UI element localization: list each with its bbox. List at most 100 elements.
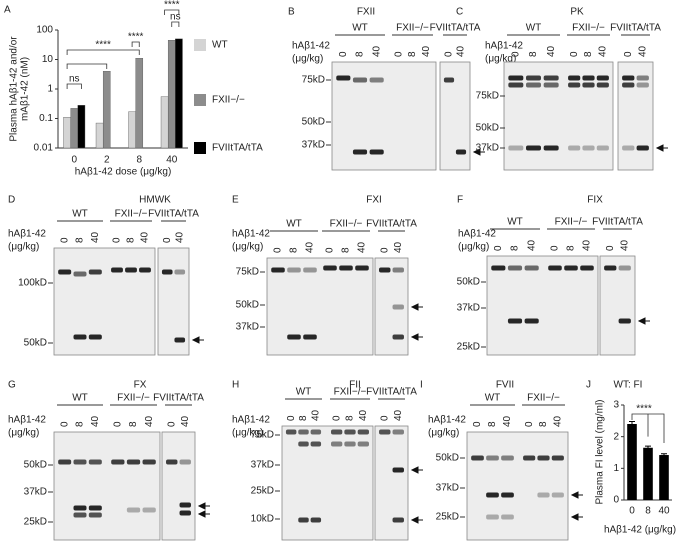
band — [352, 77, 368, 83]
lane-label: 40 — [456, 45, 467, 57]
band — [392, 517, 404, 523]
lane-label: 40 — [140, 231, 151, 243]
band — [582, 145, 595, 151]
lane-label: 40 — [637, 45, 648, 57]
band — [491, 265, 506, 271]
arrow — [570, 513, 583, 521]
marker-label: 75kD — [251, 430, 274, 441]
band — [548, 265, 562, 271]
group-label: WT — [485, 393, 501, 404]
row-label: hAβ1-42 — [232, 229, 270, 240]
legend-label: FXII−/− — [212, 95, 245, 106]
bar — [102, 71, 111, 149]
group-label: FVIItTA/tTA — [153, 393, 204, 404]
band — [636, 82, 649, 88]
band — [303, 334, 317, 340]
band — [508, 82, 524, 88]
lane-label: 8 — [566, 245, 577, 251]
row-label: hAβ1-42 — [292, 41, 330, 52]
significance-label: ns — [69, 74, 80, 85]
band — [88, 512, 102, 518]
arrow — [191, 336, 204, 344]
band — [564, 265, 578, 271]
band — [298, 517, 309, 523]
x-tick-label: 2 — [104, 155, 110, 166]
bar — [135, 58, 144, 149]
band — [392, 467, 404, 473]
band — [355, 265, 369, 271]
group-label: FVIItTA/tTA — [430, 23, 481, 34]
y-tick-label: 3 — [613, 400, 619, 411]
lane-label: 40 — [582, 239, 593, 251]
blot-title: FXII — [357, 7, 375, 18]
significance-label: **** — [636, 404, 652, 415]
band — [501, 455, 514, 461]
y-tick-label: 0.1 — [39, 113, 53, 124]
lane-label: 0 — [444, 51, 455, 57]
row-label: hAβ1-42 — [232, 415, 270, 426]
group-label: FVIItTA/tTA — [366, 219, 417, 230]
lane-label: 0 — [379, 415, 390, 421]
band — [392, 429, 404, 435]
blot-membrane — [374, 425, 409, 541]
y-tick-label: 1 — [613, 463, 619, 474]
y-tick-label: 100 — [36, 25, 53, 36]
lane-label: 0 — [569, 51, 580, 57]
band — [179, 502, 191, 508]
band — [525, 82, 542, 88]
significance-bracket — [66, 49, 140, 55]
band — [596, 82, 609, 88]
marker-label: 75kD — [476, 91, 499, 102]
legend-swatch — [194, 39, 206, 51]
lane-label: 8 — [487, 421, 498, 427]
band — [507, 265, 523, 271]
significance-label: **** — [128, 32, 144, 43]
band — [551, 492, 564, 498]
blot-membrane — [486, 255, 599, 356]
group-label: FXII−/− — [117, 393, 150, 404]
marker-label: 50kD — [24, 338, 47, 349]
y-tick-label: 10 — [42, 54, 54, 65]
bar — [160, 96, 169, 149]
lane-label: 40 — [552, 415, 563, 427]
band — [310, 429, 322, 435]
lane-label: 40 — [90, 415, 101, 427]
band — [501, 514, 514, 520]
band — [551, 455, 564, 461]
row-label: (μg/kg) — [8, 242, 39, 253]
error-bar — [645, 445, 651, 450]
arrow — [410, 333, 423, 341]
marker-label: 25kD — [24, 517, 47, 528]
band — [392, 267, 404, 273]
significance-bracket — [164, 9, 180, 15]
group-label: WT — [352, 23, 368, 34]
band — [352, 149, 368, 155]
lane-label: 8 — [538, 421, 549, 427]
band — [537, 492, 550, 498]
lane-label: 40 — [371, 45, 382, 57]
lane-label: 40 — [526, 239, 537, 251]
panel-letter: H — [232, 380, 239, 391]
group-label: WT — [72, 393, 88, 404]
lane-label: 8 — [583, 51, 594, 57]
lane-label: 8 — [75, 421, 86, 427]
group-label: WT — [526, 23, 542, 34]
group-label: FVIItTA/tTA — [366, 387, 417, 398]
blot-title: FXI — [366, 195, 382, 206]
band — [271, 267, 285, 273]
y-axis-label: Plasma FI level (mg/ml) — [595, 399, 606, 504]
panel-letter: G — [8, 380, 16, 391]
group-label: WT — [286, 219, 302, 230]
band — [126, 507, 141, 513]
legend-label: WT — [212, 40, 228, 51]
band — [369, 149, 384, 155]
row-label: (μg/kg) — [232, 428, 263, 439]
band — [298, 441, 309, 447]
lane-label: 40 — [357, 241, 368, 253]
band — [142, 459, 156, 465]
group-label: FVIItTA/tTA — [610, 23, 661, 34]
band — [139, 267, 151, 273]
lane-label: 0 — [162, 237, 173, 243]
marker-label: 50kD — [302, 117, 325, 128]
lane-label: 40 — [421, 45, 432, 57]
